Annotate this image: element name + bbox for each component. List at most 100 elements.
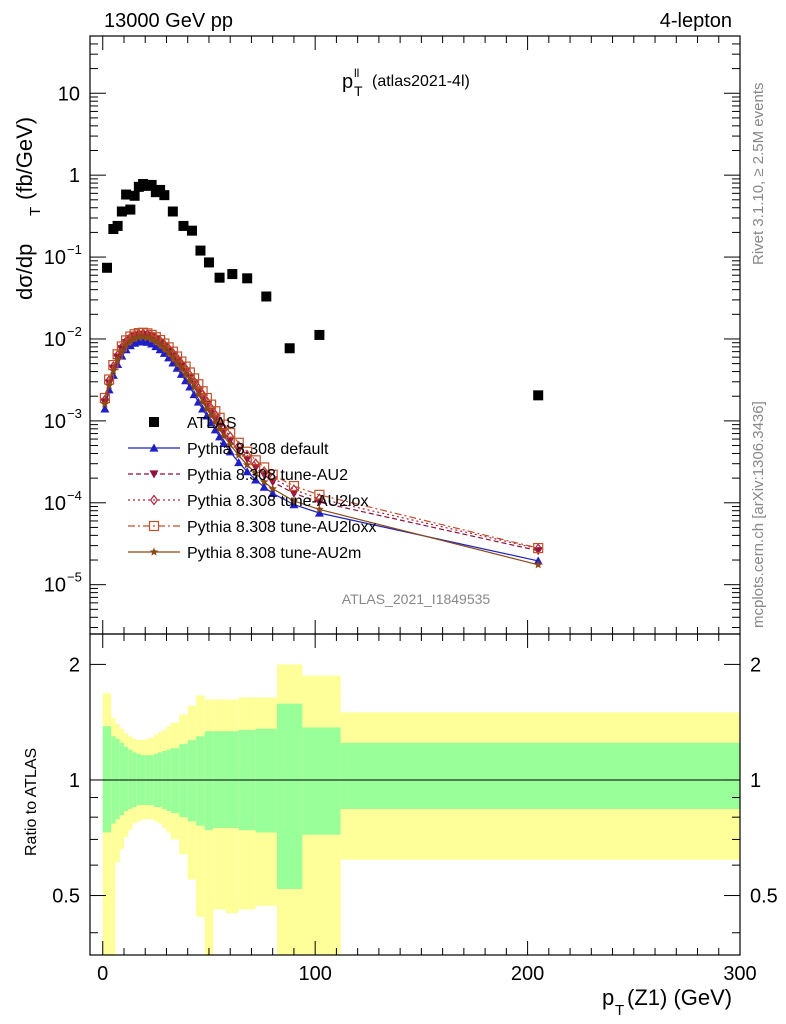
y-axis-label-unit: (fb/GeV) bbox=[12, 117, 37, 200]
ratio-y-label: Ratio to ATLAS bbox=[23, 748, 40, 856]
series-point-default bbox=[242, 467, 252, 476]
legend-marker bbox=[149, 494, 159, 506]
data-point bbox=[159, 190, 170, 201]
series-point-default bbox=[151, 341, 161, 351]
x-axis-label-sub: T bbox=[615, 1002, 624, 1019]
series-point-au2m bbox=[242, 460, 252, 469]
series-point-au2loxx bbox=[242, 446, 253, 457]
ratio-bands bbox=[102, 664, 740, 955]
series-point-au2m bbox=[211, 417, 220, 426]
series-point-au2m bbox=[219, 431, 229, 440]
data-point bbox=[129, 190, 140, 201]
data-point bbox=[146, 179, 157, 190]
data-point bbox=[261, 291, 272, 302]
data-point bbox=[125, 204, 136, 215]
data-point bbox=[242, 273, 253, 284]
series-point-au2m bbox=[168, 353, 178, 362]
band-inner-bin bbox=[204, 731, 214, 831]
y-tick-exponent: −3 bbox=[67, 406, 82, 421]
legend-marker bbox=[149, 470, 159, 479]
series-point-au2loxx bbox=[267, 469, 278, 480]
y-tick-exponent: −5 bbox=[67, 570, 82, 585]
analysis-id: ATLAS_2021_I1849535 bbox=[342, 591, 491, 607]
legend-label: Pythia 8.308 default bbox=[187, 441, 329, 458]
plot-title-note: (atlas2021-4l) bbox=[372, 73, 470, 90]
plot-title-main: p bbox=[342, 71, 353, 93]
x-axis-label-main: p bbox=[602, 985, 614, 1010]
series-point-au2loxx bbox=[250, 455, 261, 466]
data-point bbox=[101, 262, 112, 273]
y-tick-label: 10 bbox=[44, 247, 66, 269]
header-right: 4-lepton bbox=[660, 10, 732, 32]
series-point-au2m bbox=[225, 440, 235, 449]
data-point bbox=[227, 269, 238, 280]
series-point-au2m bbox=[185, 376, 195, 385]
legend-marker bbox=[149, 443, 159, 452]
series-point-au2m bbox=[259, 477, 269, 486]
series-point-au2lox bbox=[315, 493, 324, 505]
series-point-au2m bbox=[215, 424, 224, 433]
legend-label: ATLAS bbox=[187, 415, 237, 432]
data-point bbox=[186, 225, 197, 236]
series-point-au2m bbox=[109, 366, 118, 375]
series-point-au2lox bbox=[260, 466, 269, 478]
series-point-au2loxx bbox=[233, 437, 244, 448]
series-point-au2m bbox=[189, 382, 199, 391]
plot-title-sub: T bbox=[354, 83, 363, 99]
series-point-au2m bbox=[126, 336, 135, 345]
series-point-au2m bbox=[202, 404, 212, 413]
band-inner-bin bbox=[255, 728, 277, 833]
data-point bbox=[167, 206, 178, 217]
y-axis-label: dσ/dp T (fb/GeV) bbox=[12, 117, 44, 300]
axis-ticks bbox=[90, 35, 741, 955]
plot-title: p ll T (atlas2021-4l) bbox=[342, 66, 470, 99]
ratio-y-tick-label-right: 1 bbox=[750, 770, 761, 792]
series-point-au2m bbox=[315, 504, 324, 513]
data-point bbox=[203, 257, 214, 268]
series-point-au2m bbox=[268, 484, 277, 493]
data-point bbox=[155, 184, 166, 195]
band-inner-bin bbox=[119, 742, 124, 816]
y-tick-label: 1 bbox=[69, 165, 80, 187]
series-point-au2m bbox=[138, 332, 148, 341]
data-point bbox=[178, 220, 189, 231]
y-tick-label: 10 bbox=[44, 493, 66, 515]
data-point bbox=[121, 189, 132, 200]
y-tick-exponent: −4 bbox=[67, 488, 82, 503]
legend-marker bbox=[149, 547, 159, 556]
band-inner-bin bbox=[115, 738, 120, 820]
x-axis-label-rest: (Z1) (GeV) bbox=[627, 985, 732, 1010]
data-point bbox=[116, 206, 127, 217]
series-point-au2loxx bbox=[218, 419, 229, 430]
series-point-au2m bbox=[181, 369, 190, 378]
series-point-au2m bbox=[104, 381, 114, 390]
x-axis-label: p T (Z1) (GeV) bbox=[602, 985, 732, 1019]
series-point-default bbox=[314, 508, 324, 517]
x-tick-label: 0 bbox=[97, 963, 108, 985]
y-axis-label-sub: T bbox=[27, 207, 44, 216]
y-tick-exponent: −2 bbox=[67, 324, 82, 339]
mcplots-label: mcplots.cern.ch [arXiv:1306.3436] bbox=[750, 401, 767, 628]
band-inner-bin bbox=[340, 742, 740, 810]
band-inner-bin bbox=[136, 753, 141, 806]
data-point bbox=[214, 272, 225, 283]
series-point-au2loxx bbox=[288, 480, 300, 492]
series-point-au2m bbox=[234, 450, 243, 459]
ratio-y-tick-label: 1 bbox=[69, 770, 80, 792]
mc-series bbox=[99, 327, 544, 569]
legend-label: Pythia 8.308 tune-AU2loxx bbox=[187, 519, 376, 536]
y-tick-label: 10 bbox=[58, 83, 80, 105]
series-point-au2m bbox=[147, 334, 156, 343]
band-inner-bin bbox=[302, 727, 341, 835]
series-point-au2m bbox=[113, 355, 122, 364]
ratio-y-tick-label-right: 0.5 bbox=[750, 886, 778, 908]
band-inner-bin bbox=[187, 740, 197, 822]
band-inner-bin bbox=[196, 736, 205, 826]
legend-marker bbox=[149, 417, 159, 427]
series-point-au2m bbox=[164, 348, 173, 357]
series-point-au2loxx bbox=[259, 462, 270, 473]
band-inner-bin bbox=[170, 748, 180, 814]
band-inner-bin bbox=[128, 749, 133, 810]
legend: ATLAS Pythia 8.308 default Pythia 8.308 tu… bbox=[128, 415, 376, 562]
